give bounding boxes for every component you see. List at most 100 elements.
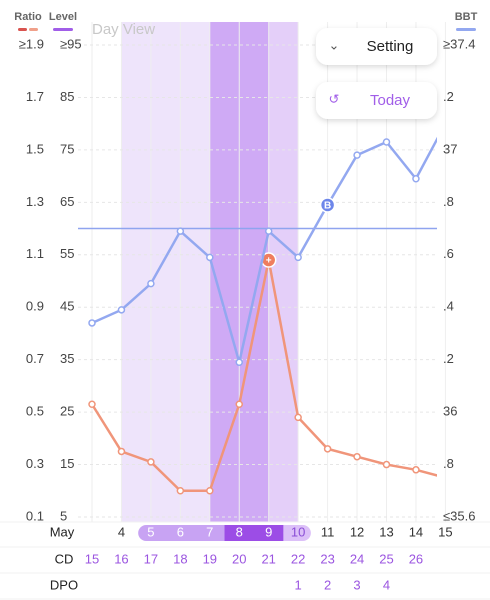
point: [353, 151, 361, 159]
cd-label: 16: [114, 551, 128, 566]
dpo-label: 4: [383, 577, 390, 592]
level-tick-label: 75: [60, 141, 74, 156]
point-icon: B: [324, 201, 331, 212]
chart-title: Day View: [92, 21, 155, 38]
point: [147, 458, 155, 466]
date-label: 6: [177, 524, 184, 539]
legend-label: BBT: [455, 11, 478, 23]
date-label: 12: [350, 524, 364, 539]
bbt-tick-label: .8: [443, 456, 454, 471]
level-tick-label: 45: [60, 299, 74, 314]
pill-post-join: [283, 525, 292, 541]
ratio-tick-label: 0.9: [26, 299, 44, 314]
point: [264, 227, 273, 235]
ratio-tick-label: 0.5: [26, 404, 44, 419]
point: [353, 452, 361, 461]
legend-label: Level: [49, 11, 77, 23]
button-label: Today: [370, 92, 411, 109]
button-label: Setting: [367, 38, 414, 55]
bbt-tick-label: .2: [443, 89, 454, 104]
bbt-tick-label: ≥37.4: [443, 36, 475, 51]
ratio-tick-label: 1.1: [26, 246, 44, 261]
level-tick-label: 85: [60, 89, 74, 104]
point: [382, 138, 391, 146]
cd-label: 18: [173, 551, 187, 566]
ratio-tick-label: 1.7: [26, 89, 44, 104]
point: [235, 358, 243, 367]
ratio-tick-label: 0.7: [26, 351, 44, 366]
month-label: May: [50, 524, 75, 539]
legend-swatch: [456, 28, 476, 31]
level-tick-label: 25: [60, 404, 74, 419]
point-icon: +: [266, 256, 272, 267]
button-icon: ↺: [329, 91, 340, 106]
ratio-tick-label: 0.1: [26, 508, 44, 523]
date-label: 10: [291, 524, 305, 539]
date-label: 9: [265, 524, 272, 539]
bbt-tick-label: .8: [443, 194, 454, 209]
legend-label: Ratio: [14, 11, 42, 23]
point: [147, 279, 155, 288]
row-label: DPO: [50, 577, 78, 592]
button[interactable]: [316, 28, 437, 65]
point: [117, 306, 126, 314]
cd-label: 24: [350, 551, 364, 566]
ratio-tick-label: 1.3: [26, 194, 44, 209]
button-icon: ⌄: [329, 37, 340, 52]
point: [117, 447, 126, 456]
plot: +B: [88, 136, 437, 495]
point: [206, 253, 214, 262]
date-label: 13: [379, 524, 393, 539]
legend-swatch: [53, 28, 73, 31]
date-label: 8: [236, 524, 243, 539]
level-tick-label: 35: [60, 351, 74, 366]
date-label: 15: [438, 524, 452, 539]
cd-label: 21: [261, 551, 275, 566]
point: [323, 445, 332, 453]
point: [294, 253, 302, 262]
dpo-label: 1: [295, 577, 302, 592]
point: [88, 319, 96, 327]
cd-label: 25: [379, 551, 393, 566]
date-label: 4: [118, 524, 125, 539]
point: [412, 466, 420, 474]
level-tick-label: 65: [60, 194, 74, 209]
point: [88, 400, 96, 408]
point: [176, 487, 185, 495]
pill-peak: [224, 525, 284, 541]
legend-swatch: [18, 28, 27, 31]
highlight-point: [319, 197, 336, 213]
date-label: 14: [409, 524, 423, 539]
point: [176, 227, 185, 235]
button[interactable]: [316, 82, 437, 119]
cd-label: 26: [409, 551, 423, 566]
cd-label: 19: [203, 551, 217, 566]
level-tick-label: ≥95: [60, 36, 82, 51]
legend-swatch: [29, 28, 38, 31]
date-label: 7: [206, 524, 213, 539]
level-tick-label: 5: [60, 508, 67, 523]
cd-label: 15: [85, 551, 99, 566]
level-tick-label: 55: [60, 246, 74, 261]
bbt-tick-label: ≤35.6: [443, 508, 475, 523]
point: [382, 460, 391, 469]
level-tick-label: 15: [60, 456, 74, 471]
date-label: 11: [321, 524, 335, 539]
point: [235, 400, 243, 408]
bbt-tick-label: .6: [443, 246, 454, 261]
bbt-tick-label: 37: [443, 141, 457, 156]
cd-label: 23: [320, 551, 334, 566]
cd-label: 22: [291, 551, 305, 566]
bbt-tick-label: 36: [443, 404, 457, 419]
dpo-label: 2: [324, 577, 331, 592]
point: [412, 174, 420, 183]
fertile-band: [121, 22, 210, 522]
row-label: CD: [55, 551, 74, 566]
cd-label: 17: [144, 551, 158, 566]
post-band: [268, 22, 299, 522]
point: [294, 413, 302, 422]
ratio-tick-label: 1.5: [26, 141, 44, 156]
bbt-tick-label: .2: [443, 351, 454, 366]
cd-label: 20: [232, 551, 246, 566]
